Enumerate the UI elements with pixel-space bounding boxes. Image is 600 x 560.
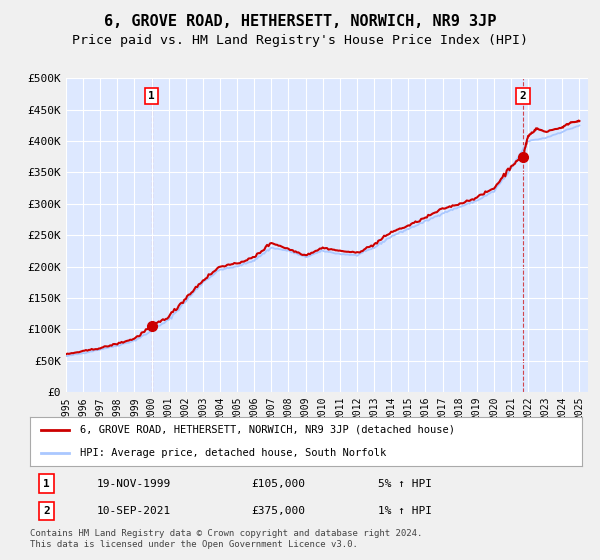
Text: Price paid vs. HM Land Registry's House Price Index (HPI): Price paid vs. HM Land Registry's House … (72, 34, 528, 46)
Text: 2: 2 (43, 506, 50, 516)
Text: 1% ↑ HPI: 1% ↑ HPI (378, 506, 432, 516)
Text: 1: 1 (43, 479, 50, 488)
Text: 19-NOV-1999: 19-NOV-1999 (96, 479, 170, 488)
Text: HPI: Average price, detached house, South Norfolk: HPI: Average price, detached house, Sout… (80, 447, 386, 458)
Text: £105,000: £105,000 (251, 479, 305, 488)
Text: 1: 1 (148, 91, 155, 101)
Text: 2: 2 (520, 91, 526, 101)
Text: 6, GROVE ROAD, HETHERSETT, NORWICH, NR9 3JP: 6, GROVE ROAD, HETHERSETT, NORWICH, NR9 … (104, 14, 496, 29)
Text: £375,000: £375,000 (251, 506, 305, 516)
Text: 6, GROVE ROAD, HETHERSETT, NORWICH, NR9 3JP (detached house): 6, GROVE ROAD, HETHERSETT, NORWICH, NR9 … (80, 425, 455, 435)
Text: Contains HM Land Registry data © Crown copyright and database right 2024.
This d: Contains HM Land Registry data © Crown c… (30, 529, 422, 549)
Text: 10-SEP-2021: 10-SEP-2021 (96, 506, 170, 516)
Text: 5% ↑ HPI: 5% ↑ HPI (378, 479, 432, 488)
